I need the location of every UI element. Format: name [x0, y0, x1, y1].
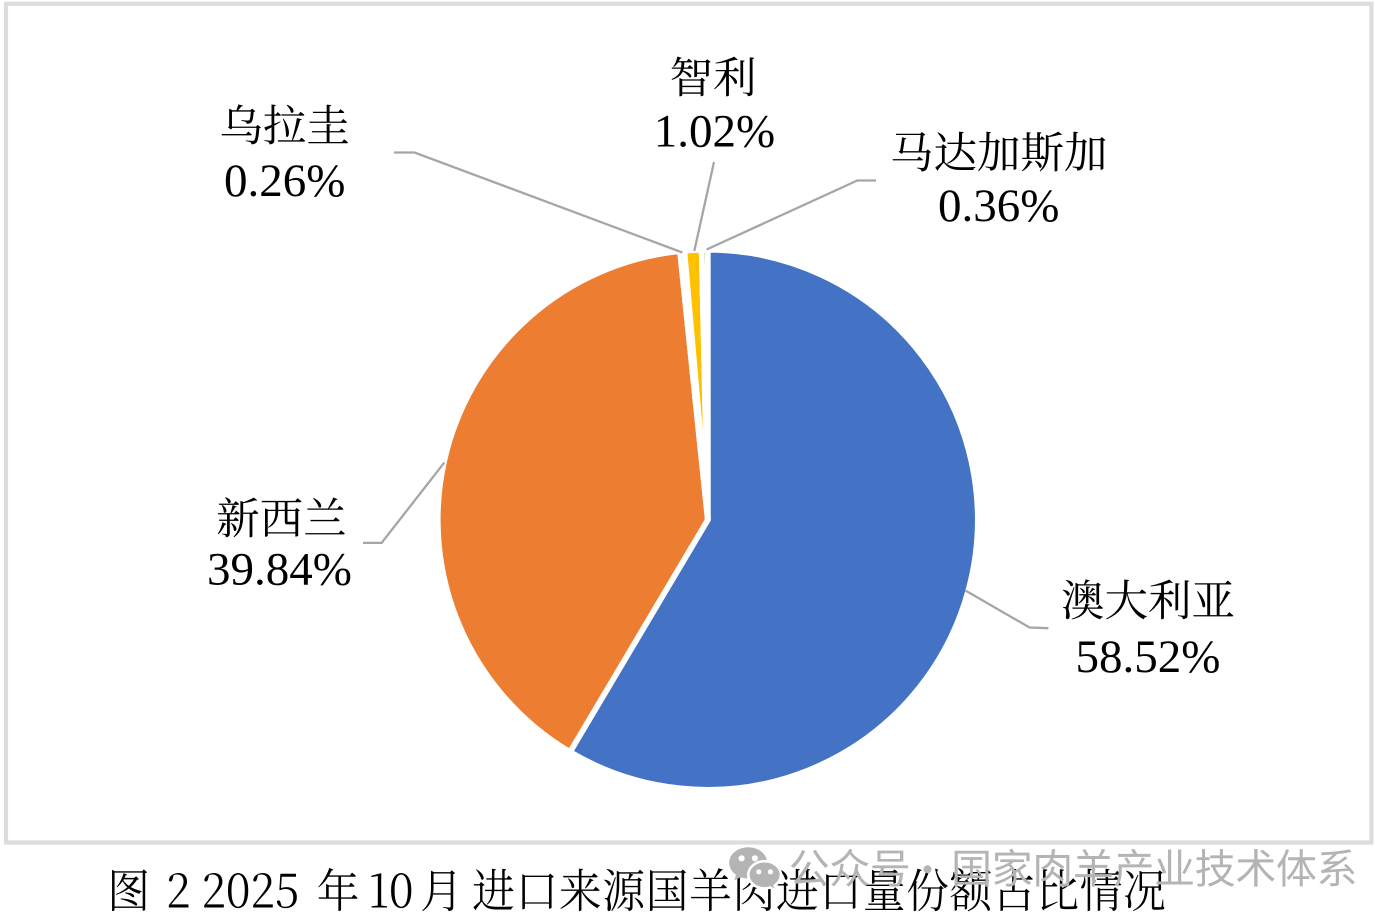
svg-text:39.84%: 39.84% [207, 544, 352, 596]
svg-text:1.02%: 1.02% [654, 106, 775, 158]
svg-text:0.26%: 0.26% [224, 155, 345, 207]
svg-text:0.36%: 0.36% [938, 180, 1059, 232]
svg-text:58.52%: 58.52% [1076, 631, 1221, 683]
